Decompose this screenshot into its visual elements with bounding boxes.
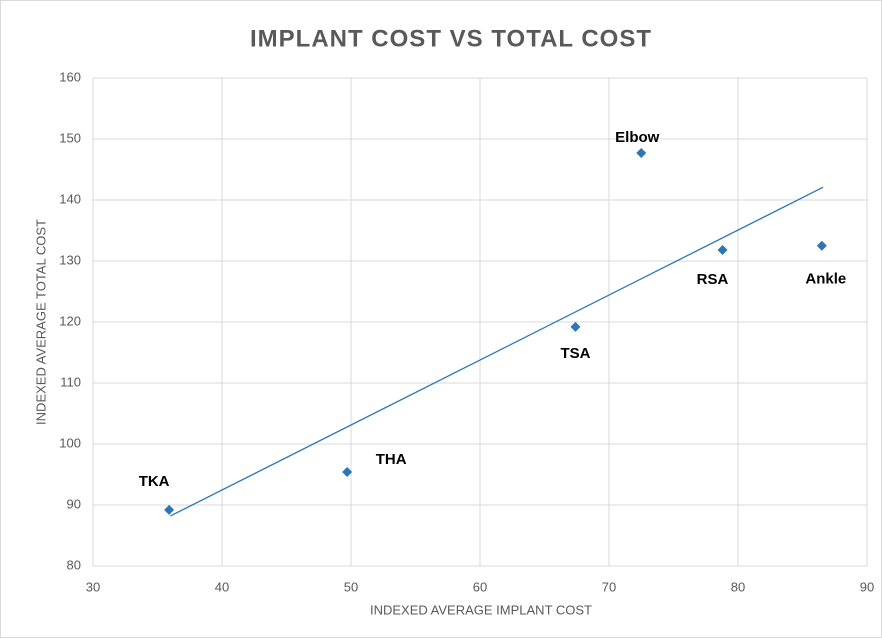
point-label: Ankle bbox=[805, 271, 846, 288]
point-label: Elbow bbox=[615, 129, 659, 146]
x-tick-label: 70 bbox=[602, 579, 616, 594]
x-tick-label: 40 bbox=[215, 579, 229, 594]
y-tick-label: 90 bbox=[67, 496, 81, 511]
x-tick-label: 30 bbox=[86, 579, 100, 594]
point-label: RSA bbox=[697, 271, 729, 288]
trendline bbox=[170, 186, 824, 517]
x-axis-label: INDEXED AVERAGE IMPLANT COST bbox=[370, 602, 592, 617]
data-point bbox=[570, 321, 581, 332]
chart-title: IMPLANT COST VS TOTAL COST bbox=[250, 25, 652, 52]
y-tick-label: 150 bbox=[59, 130, 81, 145]
data-point bbox=[816, 240, 827, 251]
x-tick-label: 80 bbox=[731, 579, 745, 594]
data-point bbox=[342, 467, 353, 478]
y-axis-label: INDEXED AVERAGE TOTAL COST bbox=[33, 219, 48, 425]
point-label: THA bbox=[376, 451, 407, 468]
x-tick-label: 60 bbox=[473, 579, 487, 594]
y-tick-label: 80 bbox=[67, 557, 81, 572]
y-tick-label: 130 bbox=[59, 252, 81, 267]
data-point bbox=[164, 504, 175, 515]
x-tick-label: 50 bbox=[344, 579, 358, 594]
data-point bbox=[636, 148, 647, 159]
data-point bbox=[717, 245, 728, 256]
y-tick-label: 140 bbox=[59, 191, 81, 206]
y-tick-label: 160 bbox=[59, 69, 81, 84]
y-tick-label: 120 bbox=[59, 313, 81, 328]
point-label: TKA bbox=[139, 473, 170, 490]
y-tick-label: 100 bbox=[59, 435, 81, 450]
y-tick-label: 110 bbox=[60, 374, 81, 389]
point-label: TSA bbox=[560, 345, 590, 362]
x-tick-label: 90 bbox=[860, 579, 874, 594]
